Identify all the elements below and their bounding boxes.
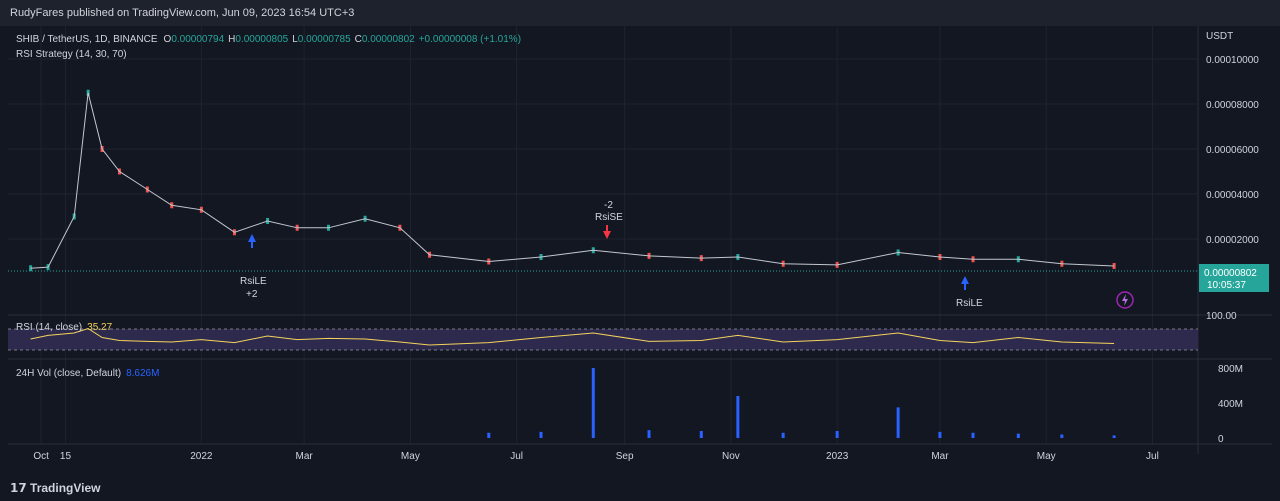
last-price-tag: [1199, 264, 1269, 292]
volume-bar: [1060, 434, 1064, 438]
signal-label: RsiLE: [240, 276, 267, 287]
volume-bar: [971, 432, 975, 438]
signal-long-1: RsiLE +2: [240, 234, 267, 300]
vol-tick-label: 0: [1218, 434, 1224, 445]
time-tick-label: Jul: [1146, 451, 1159, 462]
vol-ticks: 800M 400M 0: [1218, 364, 1243, 445]
volume-bar: [835, 431, 839, 438]
brand-name: TradingView: [30, 481, 101, 495]
rsi-band: [8, 329, 1198, 350]
rsi-line: [30, 327, 1115, 346]
chart-background: [8, 26, 1272, 470]
time-tick-label: Sep: [616, 451, 634, 462]
volume-bar: [487, 432, 491, 438]
signal-label: RsiSE: [595, 212, 623, 223]
signal-label: RsiLE: [956, 298, 983, 309]
volume-bar: [539, 431, 543, 438]
legend-strategy: RSI Strategy (14, 30, 70): [16, 49, 127, 60]
time-tick-label: Mar: [931, 451, 949, 462]
price-tick-label: 0.00006000: [1206, 145, 1259, 156]
header-bar: RudyFares published on TradingView.com, …: [0, 0, 1280, 26]
price-axis-unit: USDT: [1206, 31, 1233, 42]
vol-label: 24H Vol (close, Default) 8.626M: [16, 368, 159, 379]
time-tick-label: Jul: [510, 451, 523, 462]
time-tick-label: Oct: [33, 451, 49, 462]
volume-bar: [938, 431, 942, 438]
price-tick-label: 0.00004000: [1206, 190, 1259, 201]
rsi-tick: 100.00: [1206, 311, 1237, 322]
volume-bar: [699, 431, 703, 438]
price-line: [30, 92, 1115, 269]
volume-bars: [487, 368, 1116, 438]
signal-qty: +2: [246, 289, 258, 300]
last-price-value: 0.00000802: [1204, 268, 1257, 279]
time-tick-label: 15: [60, 451, 72, 462]
time-tick-label: Mar: [296, 451, 314, 462]
volume-bar: [1016, 433, 1020, 438]
time-tick-label: May: [401, 451, 420, 462]
price-candle: [1112, 263, 1116, 269]
volume-bar: [591, 368, 595, 438]
lightning-bolt-shape: [1122, 294, 1128, 306]
published-text: RudyFares published on TradingView.com, …: [10, 7, 355, 19]
volume-bar: [781, 432, 785, 438]
price-tick-label: 0.00008000: [1206, 100, 1259, 111]
tradingview-logo[interactable]: 𝟭𝟳 TradingView: [10, 481, 101, 495]
time-tick-label: 2023: [826, 451, 849, 462]
chart-frame[interactable]: SHIB / TetherUS, 1D, BINANCE O0.00000794 H…: [8, 26, 1272, 470]
volume-bar: [896, 407, 900, 438]
rsi-label: RSI (14, close) 35.27: [16, 322, 113, 333]
volume-bar: [736, 396, 740, 438]
vol-tick-label: 800M: [1218, 364, 1243, 375]
time-tick-label: Nov: [722, 451, 740, 462]
signal-qty: -2: [604, 200, 613, 211]
countdown-value: 10:05:37: [1207, 280, 1246, 291]
price-tick-label: 0.00002000: [1206, 235, 1259, 246]
time-tick-label: 2022: [190, 451, 213, 462]
price-tick-label: 0.00010000: [1206, 55, 1259, 66]
signal-short-1: -2 RsiSE: [595, 200, 623, 239]
grid: [8, 26, 1198, 444]
price-axis-bg: [1198, 26, 1272, 470]
chart-svg[interactable]: SHIB / TetherUS, 1D, BINANCE O0.00000794 H…: [8, 26, 1272, 470]
volume-bar: [1112, 435, 1116, 438]
time-tick-label: May: [1037, 451, 1056, 462]
time-axis: Oct 15 2022 Mar May Jul Sep Nov 2023 Mar May Jul: [33, 451, 1159, 462]
vol-tick-label: 400M: [1218, 399, 1243, 410]
arrow-up-icon: [961, 276, 969, 290]
tv-logo-icon: 𝟭𝟳: [10, 481, 31, 495]
lightning-icon[interactable]: [1116, 291, 1134, 309]
footer-bar: 𝟭𝟳 TradingView: [0, 473, 1280, 501]
volume-bar: [647, 430, 651, 438]
arrow-up-icon: [248, 234, 256, 248]
arrow-down-icon: [603, 225, 611, 239]
price-ticks: 0.00010000 0.00008000 0.00006000 0.00004000…: [1206, 55, 1259, 246]
legend-symbol: SHIB / TetherUS, 1D, BINANCE O0.00000794 H…: [16, 34, 521, 45]
signal-long-2: RsiLE: [956, 276, 983, 309]
